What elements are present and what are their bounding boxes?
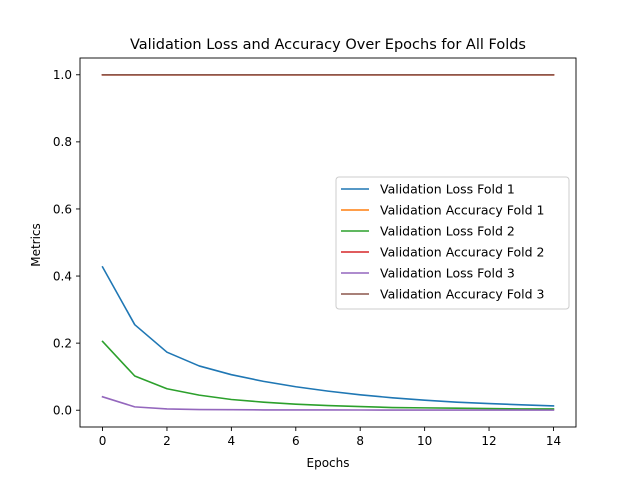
y-axis-label: Metrics bbox=[29, 223, 43, 267]
x-tick-label: 0 bbox=[99, 434, 107, 448]
series-line-5 bbox=[101, 395, 555, 411]
legend-box bbox=[335, 176, 570, 310]
x-tick-label: 2 bbox=[163, 434, 171, 448]
y-tick-label: 0.8 bbox=[53, 135, 72, 149]
y-tick-label: 0.0 bbox=[53, 404, 72, 418]
y-tick-label: 0.4 bbox=[53, 269, 72, 283]
legend-label: Validation Accuracy Fold 2 bbox=[380, 245, 544, 260]
chart-title: Validation Loss and Accuracy Over Epochs… bbox=[130, 37, 526, 53]
series-line-3 bbox=[101, 340, 555, 410]
legend-label: Validation Accuracy Fold 1 bbox=[380, 203, 544, 218]
y-tick-label: 0.2 bbox=[53, 336, 72, 350]
y-tick-label: 0.6 bbox=[53, 202, 72, 216]
x-tick-label: 14 bbox=[546, 434, 561, 448]
legend-label: Validation Loss Fold 3 bbox=[380, 266, 515, 281]
x-tick-label: 10 bbox=[417, 434, 432, 448]
x-tick-label: 8 bbox=[356, 434, 364, 448]
plot-area bbox=[101, 73, 555, 411]
legend-label: Validation Accuracy Fold 3 bbox=[380, 287, 544, 302]
x-axis-label: Epochs bbox=[307, 456, 350, 470]
x-tick-label: 12 bbox=[481, 434, 496, 448]
series-line-1 bbox=[101, 265, 555, 407]
x-tick-label: 6 bbox=[292, 434, 300, 448]
legend-label: Validation Loss Fold 1 bbox=[380, 182, 515, 197]
legend: Validation Loss Fold 1 Validation Accurac… bbox=[335, 176, 570, 310]
axes: 0 2 4 6 8 10 12 14 0.0 0.2 0.4 0.6 0.8 1.0 bbox=[53, 57, 577, 448]
x-tick-label: 4 bbox=[228, 434, 236, 448]
y-tick-label: 1.0 bbox=[53, 68, 72, 82]
legend-label: Validation Loss Fold 2 bbox=[380, 224, 515, 239]
plot-frame bbox=[79, 57, 577, 428]
